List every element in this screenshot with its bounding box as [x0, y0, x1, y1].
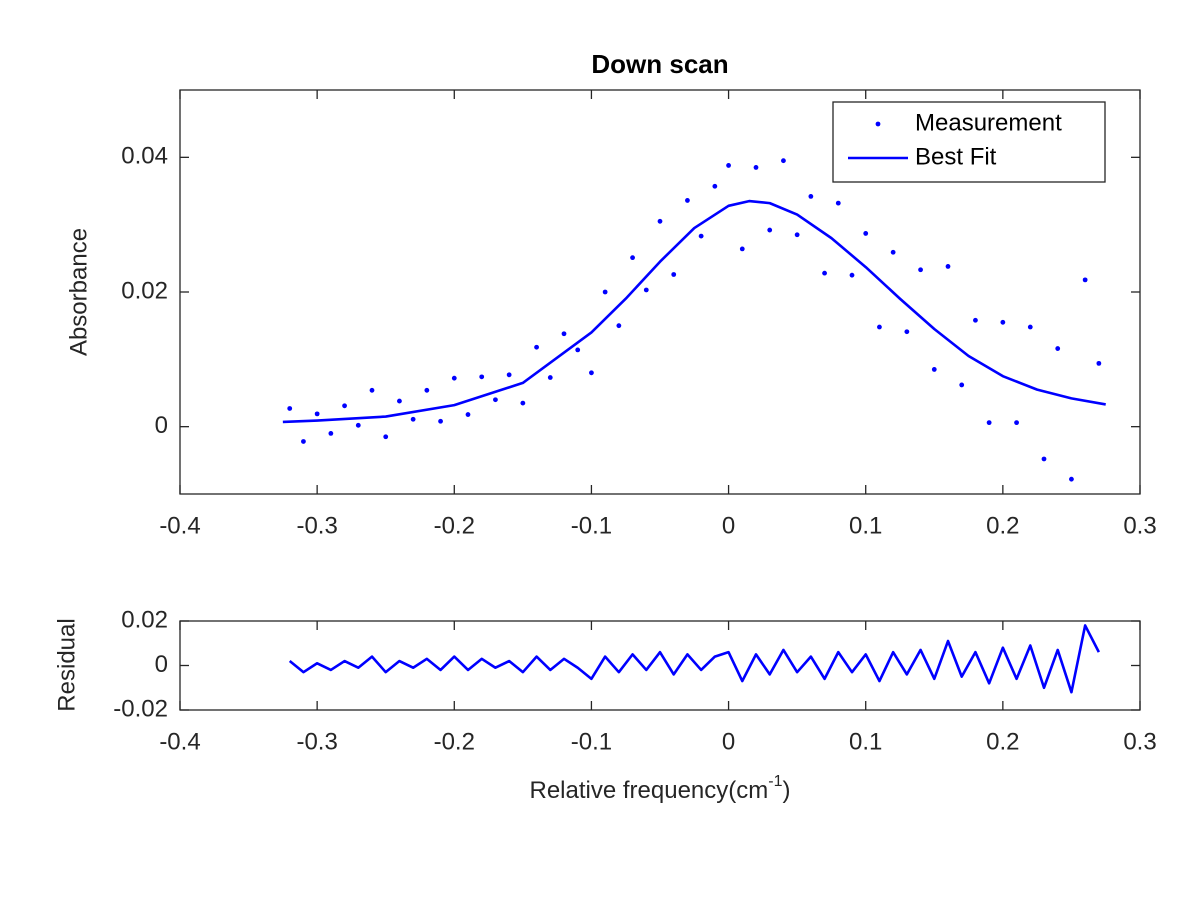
- x-axis-label-suffix: ): [783, 777, 791, 804]
- x-tick-label: -0.1: [571, 728, 612, 755]
- x-tick-label: -0.1: [571, 512, 612, 539]
- data-line: [288, 624, 1101, 694]
- data-point: [890, 249, 896, 255]
- data-point: [451, 375, 457, 381]
- x-tick-label: -0.3: [296, 512, 337, 539]
- data-point: [1069, 476, 1074, 482]
- x-tick-label: -0.2: [434, 512, 475, 539]
- y-tick-label: 0: [155, 412, 168, 439]
- x-axis-label: Relative frequency(cm-1): [530, 773, 791, 804]
- y-axis-label: Residual: [53, 618, 80, 711]
- data-point: [547, 375, 553, 380]
- data-point: [1082, 277, 1088, 283]
- data-point: [931, 367, 937, 372]
- data-point: [685, 198, 690, 203]
- data-point: [1014, 420, 1019, 426]
- data-point: [1055, 346, 1061, 351]
- data-point: [918, 267, 923, 273]
- x-tick-label: -0.3: [296, 728, 337, 755]
- x-axis-label-text: Relative frequency(cm: [530, 777, 769, 804]
- y-tick-label: 0.04: [121, 143, 168, 170]
- data-point: [506, 372, 512, 378]
- x-tick-label: -0.4: [159, 512, 200, 539]
- x-tick-label: 0.2: [986, 512, 1019, 539]
- data-point: [781, 158, 786, 164]
- x-tick-label: -0.4: [159, 728, 200, 755]
- data-point: [369, 387, 375, 393]
- data-point: [671, 272, 677, 277]
- y-tick-label: 0.02: [121, 277, 168, 304]
- data-point: [575, 347, 581, 353]
- data-point: [1041, 456, 1047, 462]
- data-point: [465, 412, 471, 417]
- data-point: [301, 439, 306, 444]
- x-tick-label: 0.2: [986, 728, 1019, 755]
- data-point: [904, 329, 910, 335]
- data-point: [767, 227, 773, 233]
- data-point: [493, 397, 498, 403]
- legend-label: Best Fit: [915, 143, 997, 170]
- data-point: [1000, 319, 1006, 325]
- data-point: [589, 370, 594, 376]
- data-point: [835, 200, 841, 206]
- y-tick-label: -0.02: [113, 695, 168, 722]
- data-point: [1027, 324, 1033, 330]
- data-point: [287, 406, 293, 411]
- data-point: [1096, 360, 1102, 366]
- data-point: [753, 165, 759, 170]
- data-point: [630, 255, 635, 261]
- x-tick-label: 0.1: [849, 512, 882, 539]
- data-point: [739, 246, 745, 252]
- legend-marker: [875, 121, 881, 127]
- y-tick-label: 0.02: [121, 606, 168, 633]
- x-tick-label: 0: [722, 728, 735, 755]
- data-point: [698, 233, 704, 239]
- data-point: [602, 289, 608, 295]
- data-point: [342, 403, 347, 409]
- data-point: [314, 411, 320, 417]
- data-point: [959, 382, 965, 388]
- data-point: [410, 416, 416, 422]
- data-point: [520, 400, 526, 406]
- x-tick-label: 0.3: [1123, 728, 1156, 755]
- data-point: [534, 344, 539, 350]
- data-point: [877, 324, 882, 330]
- x-tick-label: 0: [722, 512, 735, 539]
- legend-label: Measurement: [915, 109, 1062, 136]
- data-point: [822, 270, 827, 276]
- data-point: [424, 387, 430, 393]
- data-point: [712, 183, 718, 189]
- data-point: [328, 431, 334, 436]
- legend-box: [832, 101, 1106, 183]
- data-point: [438, 418, 443, 424]
- x-tick-label: -0.2: [434, 728, 475, 755]
- data-point: [643, 287, 649, 293]
- data-point: [616, 323, 622, 329]
- data-point: [479, 374, 485, 380]
- x-axis-label-superscript: -1: [768, 773, 782, 790]
- data-point: [863, 231, 869, 236]
- data-point: [849, 272, 855, 278]
- x-tick-label: 0.1: [849, 728, 882, 755]
- data-line: [282, 199, 1106, 424]
- data-point: [945, 264, 951, 269]
- data-point: [657, 218, 663, 224]
- data-point: [397, 398, 402, 404]
- y-tick-label: 0: [155, 651, 168, 678]
- data-point: [383, 434, 389, 440]
- data-point: [986, 420, 992, 426]
- data-point: [561, 331, 567, 337]
- data-point: [726, 163, 731, 168]
- data-point: [973, 317, 978, 323]
- data-point: [808, 193, 814, 199]
- x-tick-label: 0.3: [1123, 512, 1156, 539]
- chart-title: Down scan: [591, 49, 728, 79]
- data-point: [794, 232, 800, 238]
- data-point: [355, 422, 361, 428]
- y-axis-label: Absorbance: [65, 228, 92, 356]
